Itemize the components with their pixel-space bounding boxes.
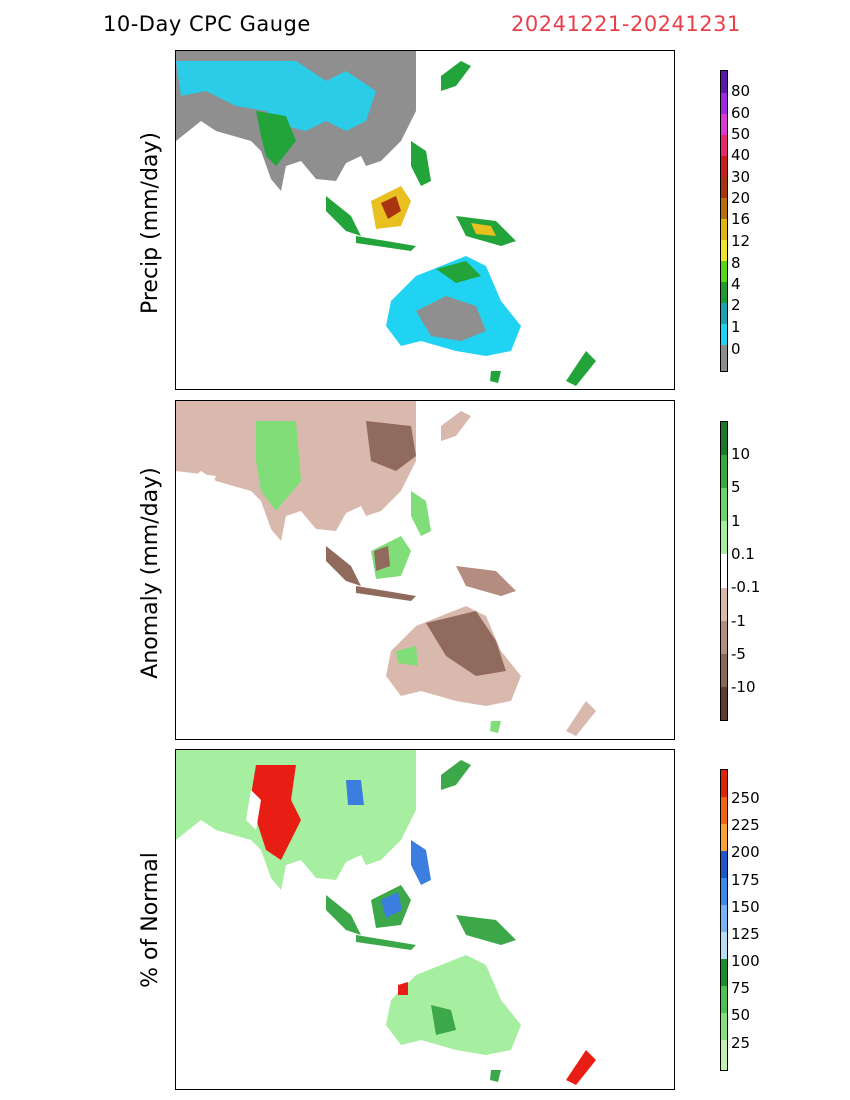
precip-cbar-label: 50 (731, 125, 751, 143)
date-range: 20241221-20241231 (511, 12, 741, 36)
australia-wet (396, 646, 418, 666)
sumatra (326, 196, 361, 236)
japan (441, 61, 471, 91)
percent-cbar-label: 150 (731, 898, 760, 916)
percent-cbar-label: 25 (731, 1034, 751, 1052)
new-guinea-rain (471, 223, 496, 236)
new-zealand (566, 701, 596, 736)
new-zealand (566, 351, 596, 386)
java (356, 586, 416, 601)
precip-cbar-label: 2 (731, 296, 741, 314)
precip-colorbar (720, 70, 728, 372)
sumatra (326, 895, 361, 935)
percent-cbar-label: 50 (731, 1006, 751, 1024)
philippines (411, 141, 431, 186)
anomaly-axis-label: Anomaly (mm/day) (138, 467, 163, 679)
new-guinea (456, 566, 516, 596)
sumatra (326, 546, 361, 586)
tasmania (490, 721, 501, 733)
white-zone (176, 471, 216, 501)
anomaly-cbar-label: 0.1 (731, 545, 755, 563)
tasmania (490, 371, 501, 383)
tasmania (490, 1070, 501, 1082)
australia-red-spot (398, 982, 408, 995)
precip-cbar-label: 12 (731, 232, 751, 250)
java (356, 236, 416, 251)
anomaly-cbar-label: 1 (731, 512, 741, 530)
australia-dry (426, 611, 506, 676)
new-zealand (566, 1050, 596, 1085)
precip-cbar-label: 16 (731, 210, 751, 228)
product-title: 10-Day CPC Gauge (103, 12, 311, 36)
precip-cbar-label: 20 (731, 189, 751, 207)
percent-cbar-label: 175 (731, 871, 760, 889)
japan (441, 411, 471, 441)
japan (441, 760, 471, 790)
precip-axis-label: Precip (mm/day) (138, 131, 163, 315)
percent-map-svg (176, 750, 596, 1085)
anomaly-map (175, 400, 675, 740)
precip-cbar-label: 60 (731, 104, 751, 122)
precip-map (175, 50, 675, 390)
india-white (246, 790, 261, 830)
asia-wet-area (176, 61, 376, 131)
percent-cbar-label: 125 (731, 925, 760, 943)
precip-cbar-label: 1 (731, 318, 741, 336)
percent-colorbar (720, 769, 728, 1071)
anomaly-cbar-label: -10 (731, 678, 756, 696)
java (356, 935, 416, 950)
india-wet (256, 111, 296, 166)
precip-cbar-label: 40 (731, 146, 751, 164)
percent-cbar-label: 75 (731, 979, 751, 997)
precip-cbar-label: 8 (731, 254, 741, 272)
percent-cbar-label: 250 (731, 789, 760, 807)
australia-dry (416, 296, 486, 341)
australia-north-wet (436, 261, 481, 283)
anomaly-colorbar (720, 421, 728, 721)
asia-dry-area (366, 421, 416, 471)
anomaly-cbar-label: -5 (731, 645, 746, 663)
australia (386, 955, 521, 1055)
borneo-core (381, 196, 401, 219)
india-wet-anomaly (256, 421, 301, 511)
anomaly-cbar-label: -1 (731, 612, 746, 630)
borneo-blue (381, 892, 402, 918)
precip-cbar-label: 30 (731, 168, 751, 186)
precip-cbar-label: 0 (731, 340, 741, 358)
anomaly-cbar-label: 10 (731, 445, 751, 463)
precip-cbar-label: 4 (731, 275, 741, 293)
philippines (411, 491, 431, 536)
anomaly-cbar-label: 5 (731, 478, 741, 496)
sea-blue-spot (346, 780, 364, 805)
anomaly-map-svg (176, 401, 596, 736)
new-guinea (456, 915, 516, 945)
percent-cbar-label: 225 (731, 816, 760, 834)
philippines (411, 840, 431, 885)
percent-axis-label: % of Normal (138, 852, 163, 988)
percent-map (175, 749, 675, 1090)
percent-cbar-label: 200 (731, 843, 760, 861)
percent-cbar-label: 100 (731, 952, 760, 970)
australia-green-patch (431, 1005, 456, 1035)
india-high-area (251, 765, 301, 860)
precip-map-svg (176, 51, 596, 386)
anomaly-cbar-label: -0.1 (731, 578, 761, 596)
borneo-dry (374, 546, 390, 571)
precip-cbar-label: 80 (731, 82, 751, 100)
